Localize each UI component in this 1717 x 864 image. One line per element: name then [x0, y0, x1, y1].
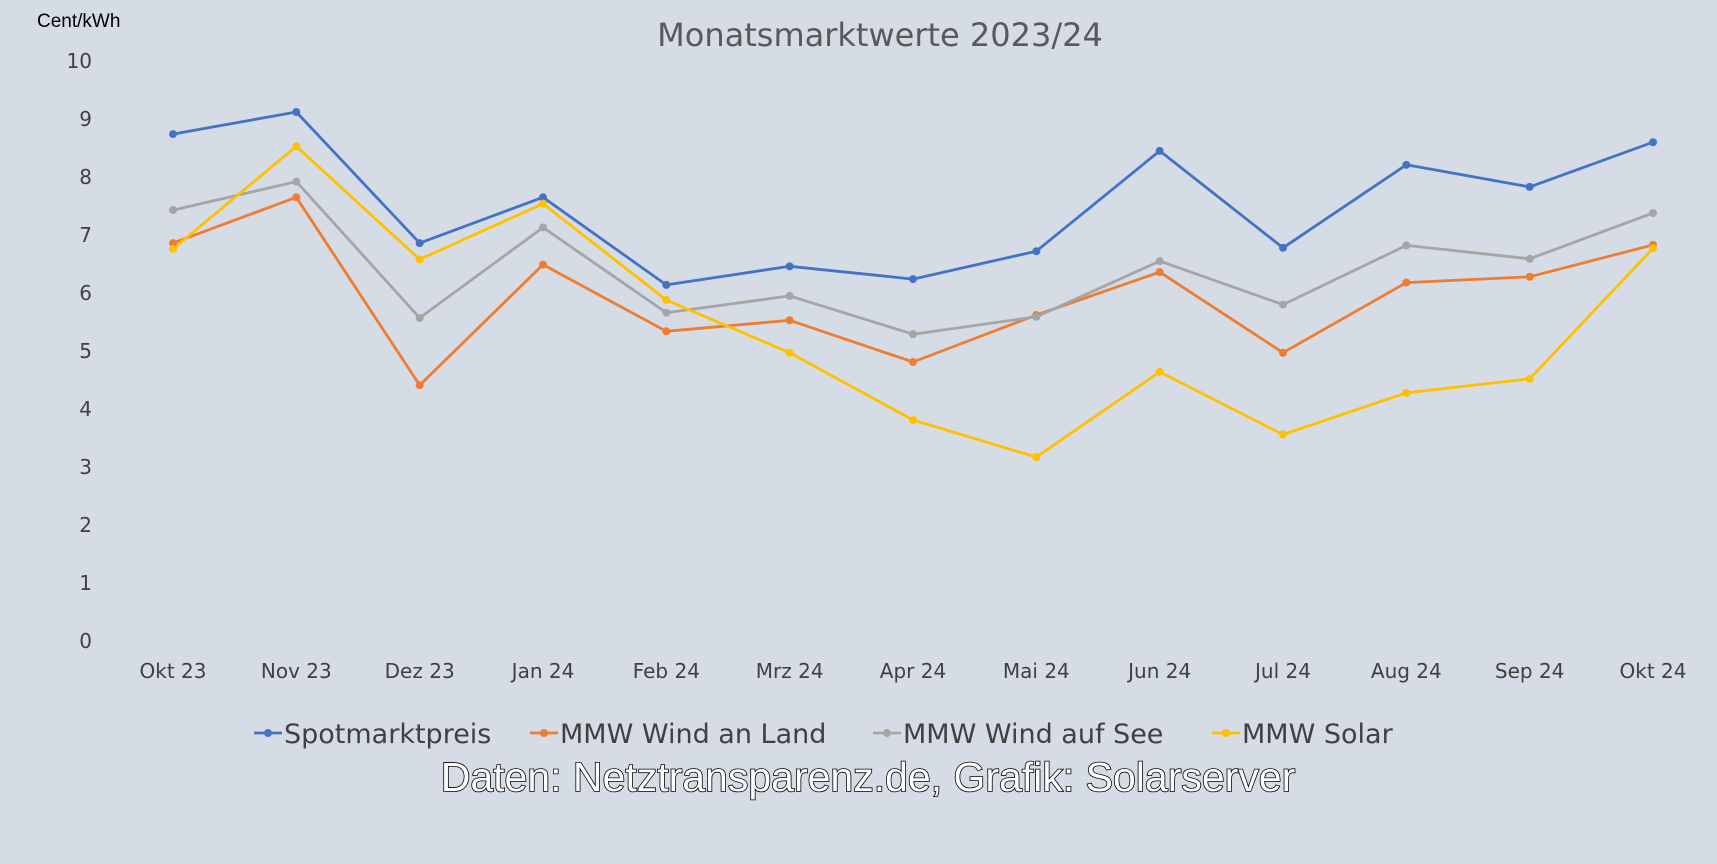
data-point: [1649, 244, 1657, 253]
data-point: [1279, 430, 1287, 439]
data-point: [169, 244, 177, 253]
data-point: [785, 291, 794, 300]
y-tick-label: 3: [79, 455, 92, 479]
series-line-4: [171, 144, 1655, 459]
series-line-3: [171, 180, 1655, 336]
data-point: [1649, 208, 1657, 217]
data-point: [415, 239, 424, 248]
y-tick-label: 10: [67, 49, 92, 73]
legend-label: MMW Solar: [1242, 719, 1394, 750]
data-point: [1155, 268, 1164, 277]
x-tick-label: Mrz 24: [756, 659, 824, 683]
y-tick-label: 5: [79, 339, 92, 363]
data-point: [1032, 312, 1041, 321]
data-point: [909, 330, 917, 339]
data-point: [539, 199, 547, 208]
data-point: [662, 295, 671, 304]
x-tick-label: Jan 24: [510, 659, 575, 683]
x-tick-label: Sep 24: [1495, 659, 1565, 683]
data-point: [169, 239, 177, 248]
data-point: [1032, 453, 1041, 462]
legend-marker-4: [1222, 729, 1230, 737]
data-point: [169, 206, 177, 215]
x-tick-label: Apr 24: [880, 659, 946, 683]
data-point: [169, 130, 177, 139]
data-point: [539, 260, 547, 269]
x-tick-label: Mai 24: [1003, 659, 1070, 683]
y-tick-label: 7: [79, 223, 92, 247]
data-point: [1402, 388, 1411, 397]
y-tick-label: 1: [79, 571, 92, 595]
data-point: [1525, 272, 1534, 281]
data-point: [1402, 160, 1411, 169]
data-point: [1525, 254, 1534, 263]
data-point: [785, 348, 794, 357]
data-point: [785, 316, 794, 325]
y-tick-label: 0: [79, 629, 92, 653]
legend-label: Spotmarktpreis: [284, 719, 491, 750]
x-tick-label: Dez 23: [385, 659, 455, 683]
y-tick-label: 8: [79, 165, 92, 189]
x-axis-ticks: Okt 23 Nov 23 Dez 23 Jan 24 Feb 24 Mrz 24 Apr …: [140, 659, 1687, 683]
series-lines: [171, 110, 1655, 459]
data-point: [1402, 241, 1411, 250]
data-point: [415, 255, 424, 264]
data-point: [909, 275, 917, 284]
data-point: [909, 358, 917, 367]
data-point: [1649, 138, 1657, 147]
series-line-1: [171, 110, 1655, 287]
data-point: [909, 416, 917, 425]
data-point: [539, 193, 547, 202]
y-axis-unit-label: Cent/kWh: [37, 11, 120, 32]
data-point: [292, 142, 301, 151]
y-tick-label: 9: [79, 107, 92, 131]
x-tick-label: Okt 24: [1620, 659, 1687, 683]
chart-title: Monatsmarktwerte 2023/24: [657, 16, 1103, 54]
data-point: [1155, 367, 1164, 376]
data-point: [1032, 247, 1041, 256]
data-point: [1402, 278, 1411, 287]
x-tick-label: Nov 23: [261, 659, 332, 683]
legend-marker-1: [264, 729, 272, 737]
y-tick-label: 4: [79, 397, 92, 421]
y-axis-ticks: 0 1 2 3 4 5 6 7 8 9 10: [67, 49, 92, 653]
data-point: [292, 193, 301, 202]
y-tick-label: 2: [79, 513, 92, 537]
data-point: [292, 177, 301, 186]
data-point: [1155, 146, 1164, 155]
data-point: [662, 327, 671, 336]
data-point: [1279, 300, 1287, 309]
data-point: [662, 308, 671, 317]
y-tick-label: 6: [79, 281, 92, 305]
data-point: [415, 381, 424, 390]
x-tick-label: Aug 24: [1371, 659, 1442, 683]
data-point: [1155, 257, 1164, 266]
legend-label: MMW Wind auf See: [903, 719, 1163, 750]
data-point: [1525, 182, 1534, 191]
data-point: [1279, 243, 1287, 252]
x-tick-label: Feb 24: [633, 659, 700, 683]
data-point: [539, 223, 547, 232]
data-point: [1525, 374, 1534, 383]
data-point: [415, 313, 424, 322]
x-tick-label: Jun 24: [1126, 659, 1191, 683]
data-point: [1279, 348, 1287, 357]
legend-marker-3: [883, 729, 891, 737]
data-point: [662, 280, 671, 289]
source-credit: Daten: Netztransparenz.de, Grafik: Solar…: [441, 754, 1296, 800]
data-point: [292, 108, 301, 117]
legend-label: MMW Wind an Land: [560, 719, 826, 750]
legend: Spotmarktpreis MMW Wind an Land MMW Wind a…: [254, 719, 1394, 750]
x-tick-label: Jul 24: [1253, 659, 1311, 683]
legend-marker-2: [540, 729, 548, 737]
x-tick-label: Okt 23: [140, 659, 207, 683]
series-markers: [169, 108, 1657, 462]
data-point: [785, 262, 794, 271]
